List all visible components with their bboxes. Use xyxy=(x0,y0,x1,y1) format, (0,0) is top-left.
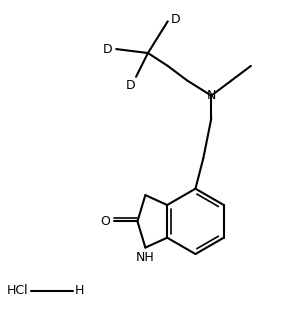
Text: D: D xyxy=(171,13,180,26)
Text: D: D xyxy=(103,43,112,56)
Text: HCl: HCl xyxy=(6,284,28,297)
Text: H: H xyxy=(75,284,84,297)
Text: O: O xyxy=(100,215,110,228)
Text: NH: NH xyxy=(136,251,155,264)
Text: D: D xyxy=(125,79,135,92)
Text: N: N xyxy=(207,89,216,102)
